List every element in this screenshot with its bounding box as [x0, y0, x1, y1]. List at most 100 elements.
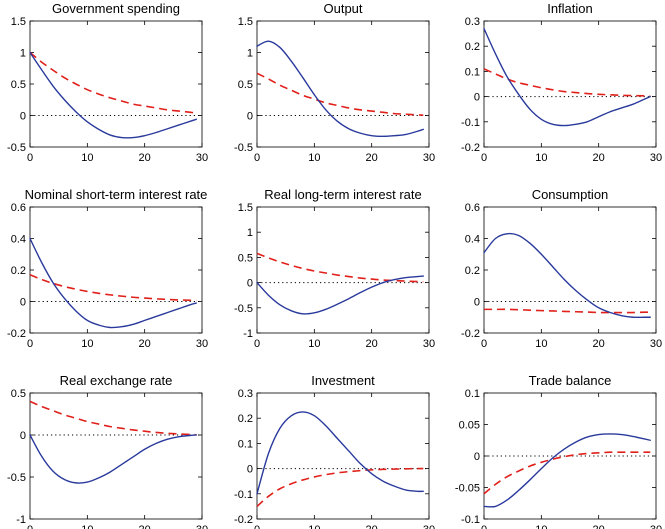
series-line-solid	[256, 275, 424, 315]
y-tick-label: 1.5	[11, 16, 26, 28]
plot-frame	[483, 206, 657, 334]
y-tick-label: 0.1	[465, 388, 480, 400]
x-tick-label: 30	[423, 152, 435, 164]
x-tick-label: 20	[593, 524, 605, 529]
y-tick-label: 1.5	[238, 16, 253, 28]
panel-1: Government spending-0.500.511.50 10 20 30	[7, 1, 208, 164]
x-tick-label: 30	[196, 338, 208, 350]
panel-title: Investment	[311, 373, 375, 388]
panel-7: Real exchange rate -1 -0.5 0 0.5 0 10 20 30	[7, 373, 208, 529]
x-tick-label: 0	[27, 524, 33, 529]
x-tick-label: 20	[366, 338, 378, 350]
panel-5: Real long-term interest rate -1 -0.5 0 0.5 1 1…	[234, 187, 435, 350]
panel-title: Real long-term interest rate	[264, 187, 422, 202]
y-tick-label: 1	[247, 227, 253, 239]
series-line-solid	[29, 434, 197, 484]
x-tick-label: 30	[423, 338, 435, 350]
y-tick-label: 0.5	[238, 79, 253, 91]
x-tick-label: 10	[81, 338, 93, 350]
x-tick-label: 30	[650, 152, 662, 164]
x-tick-label: 10	[308, 338, 320, 350]
y-tick-label: -0.2	[7, 328, 26, 340]
x-tick-label: 10	[535, 524, 547, 529]
x-tick-label: 10	[81, 524, 93, 529]
y-tick-label: 0.1	[238, 438, 253, 450]
x-tick-label: 0	[481, 524, 487, 529]
series-line-dashed	[29, 51, 197, 114]
y-tick-label: 0.4	[465, 234, 480, 246]
x-tick-label: 0	[254, 524, 260, 529]
series-line-solid	[256, 40, 424, 137]
y-tick-label: 0	[20, 430, 26, 442]
plot-frame	[256, 20, 430, 148]
panel-title: Real exchange rate	[60, 373, 173, 388]
y-tick-label: 0.2	[465, 265, 480, 277]
series-line-solid	[29, 237, 197, 329]
y-tick-label: -0.5	[234, 142, 253, 154]
series-line-dashed	[256, 467, 424, 508]
plot-frame	[483, 20, 657, 148]
plot-frame	[29, 392, 203, 520]
y-tick-label: -0.1	[461, 514, 480, 526]
y-tick-label: -0.2	[461, 142, 480, 154]
series-line-solid	[256, 411, 424, 495]
y-tick-label: -0.1	[461, 117, 480, 129]
plot-frame	[29, 20, 203, 148]
panel-title: Inflation	[547, 1, 593, 16]
y-tick-label: -0.5	[7, 472, 26, 484]
x-tick-label: 10	[308, 524, 320, 529]
x-tick-label: 20	[366, 524, 378, 529]
y-tick-label: 0	[474, 451, 480, 463]
series-line-solid	[483, 27, 651, 127]
x-tick-label: 30	[650, 524, 662, 529]
y-tick-label: 0	[247, 464, 253, 476]
y-tick-label: 0.3	[238, 388, 253, 400]
x-tick-label: 30	[196, 152, 208, 164]
x-tick-label: 0	[481, 338, 487, 350]
y-tick-label: -0.2	[461, 328, 480, 340]
y-tick-label: -0.05	[455, 483, 480, 495]
y-tick-label: 0.3	[465, 16, 480, 28]
panel-2: Output-0.500.511.50 10 20 30	[234, 1, 435, 164]
y-tick-label: 0.5	[11, 79, 26, 91]
y-tick-label: 0.05	[459, 420, 480, 432]
plot-frame	[29, 206, 203, 334]
series-line-dashed	[483, 68, 651, 97]
series-line-solid	[29, 51, 197, 139]
y-tick-label: 0.2	[11, 265, 26, 277]
series-line-dashed	[256, 72, 424, 116]
series-line-solid	[483, 433, 651, 508]
panel-6: Consumption-0.200.20.40.60 10 20 30	[461, 187, 662, 350]
series-line-solid	[483, 232, 651, 319]
panel-3: Inflation -0.2 -0.1 0 0.1 0.2 0.3 0 10 20 30	[461, 1, 662, 164]
series-line-dashed	[483, 451, 651, 495]
x-tick-label: 20	[139, 524, 151, 529]
x-tick-label: 10	[535, 152, 547, 164]
x-tick-label: 10	[535, 338, 547, 350]
x-tick-label: 20	[366, 152, 378, 164]
y-tick-label: 0.5	[11, 388, 26, 400]
y-tick-label: -1	[243, 328, 253, 340]
y-tick-label: 0	[247, 111, 253, 123]
y-tick-label: 0	[20, 297, 26, 309]
y-tick-label: 0.6	[465, 202, 480, 214]
x-tick-label: 10	[81, 152, 93, 164]
x-tick-label: 30	[423, 524, 435, 529]
x-tick-label: 20	[139, 338, 151, 350]
panel-title: Output	[323, 1, 362, 16]
panel-8: Investment -0.2 -0.1 0 0.1 0.2 0.3 0 10 20 30	[234, 373, 435, 529]
x-tick-label: 20	[139, 152, 151, 164]
series-line-dashed	[29, 273, 197, 302]
series-line-dashed	[256, 252, 424, 283]
x-tick-label: 0	[254, 152, 260, 164]
x-tick-label: 20	[593, 338, 605, 350]
plot-frame	[256, 206, 430, 334]
panel-title: Nominal short-term interest rate	[25, 187, 208, 202]
x-tick-label: 0	[27, 338, 33, 350]
panel-title: Trade balance	[529, 373, 612, 388]
y-tick-label: -1	[16, 514, 26, 526]
x-tick-label: 30	[196, 524, 208, 529]
y-tick-label: -0.5	[234, 303, 253, 315]
y-tick-label: 0	[474, 92, 480, 104]
